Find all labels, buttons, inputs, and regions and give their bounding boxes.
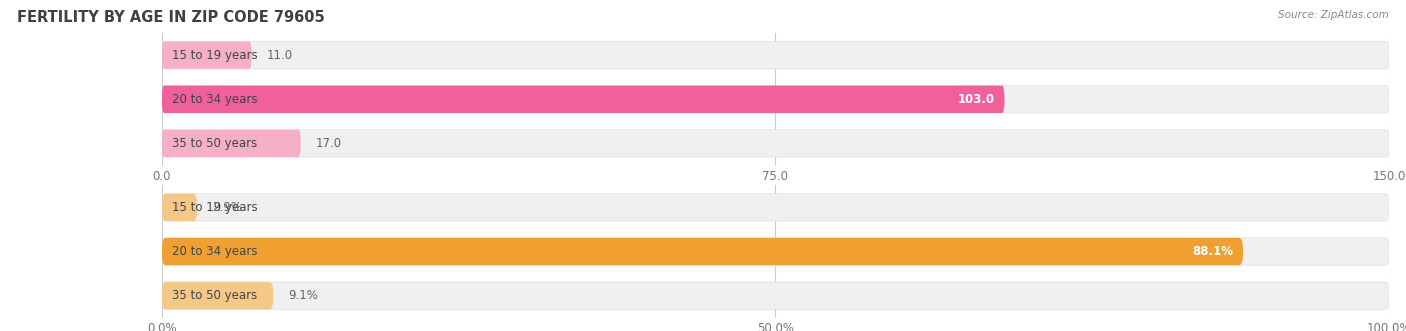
Text: 2.9%: 2.9% — [212, 201, 242, 214]
Text: FERTILITY BY AGE IN ZIP CODE 79605: FERTILITY BY AGE IN ZIP CODE 79605 — [17, 10, 325, 25]
Text: 15 to 19 years: 15 to 19 years — [172, 49, 257, 62]
Text: 35 to 50 years: 35 to 50 years — [172, 289, 257, 302]
Text: 103.0: 103.0 — [957, 93, 994, 106]
FancyBboxPatch shape — [162, 130, 301, 157]
FancyBboxPatch shape — [162, 41, 1389, 69]
FancyBboxPatch shape — [162, 86, 1004, 113]
Text: 35 to 50 years: 35 to 50 years — [172, 137, 257, 150]
Text: 20 to 34 years: 20 to 34 years — [172, 245, 257, 258]
FancyBboxPatch shape — [162, 282, 1389, 309]
FancyBboxPatch shape — [162, 238, 1389, 265]
Text: 88.1%: 88.1% — [1192, 245, 1233, 258]
Text: 20 to 34 years: 20 to 34 years — [172, 93, 257, 106]
FancyBboxPatch shape — [162, 194, 197, 221]
FancyBboxPatch shape — [162, 282, 273, 309]
Text: 15 to 19 years: 15 to 19 years — [172, 201, 257, 214]
FancyBboxPatch shape — [162, 238, 1243, 265]
FancyBboxPatch shape — [162, 41, 252, 69]
Text: 9.1%: 9.1% — [288, 289, 318, 302]
Text: 11.0: 11.0 — [266, 49, 292, 62]
Text: Source: ZipAtlas.com: Source: ZipAtlas.com — [1278, 10, 1389, 20]
FancyBboxPatch shape — [162, 194, 1389, 221]
FancyBboxPatch shape — [162, 86, 1389, 113]
FancyBboxPatch shape — [162, 130, 1389, 157]
Text: 17.0: 17.0 — [315, 137, 342, 150]
